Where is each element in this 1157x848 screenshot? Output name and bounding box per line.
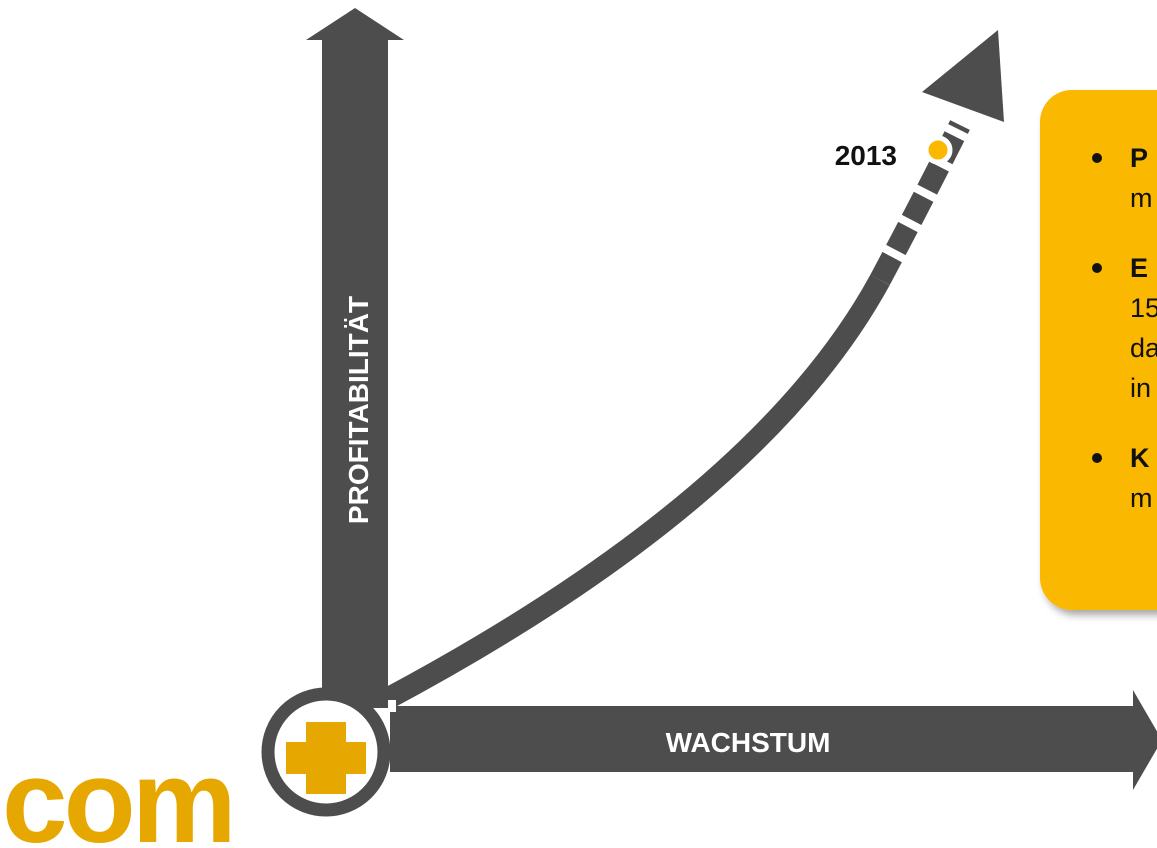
x-axis-label: WACHSTUM <box>666 727 831 758</box>
item-title: K <box>1130 443 1150 473</box>
info-list: Pm E 15 da in Km <box>1092 143 1157 513</box>
y-axis-arrow <box>322 38 388 708</box>
item-line: m <box>1130 183 1153 213</box>
growth-arrowhead <box>922 30 1004 122</box>
marker-dot <box>923 135 953 165</box>
logo-plus <box>286 722 366 794</box>
growth-curve <box>379 274 890 710</box>
bullet <box>1092 263 1102 273</box>
info-box <box>1040 90 1157 610</box>
bullet <box>1092 153 1102 163</box>
logo-gap <box>388 700 396 712</box>
logo-text: com <box>2 736 233 848</box>
x-axis-arrow <box>390 706 1135 772</box>
bullet <box>1092 453 1102 463</box>
item-title: P <box>1130 143 1148 173</box>
item-line: 15 <box>1130 293 1157 323</box>
y-axis-arrowhead <box>306 8 404 40</box>
marker-label: 2013 <box>835 140 897 171</box>
item-line: m <box>1130 483 1153 513</box>
item-title: E <box>1130 253 1148 283</box>
item-line: da <box>1130 333 1157 363</box>
item-line: in <box>1130 373 1151 403</box>
x-axis-arrowhead <box>1133 690 1157 790</box>
y-axis-label: PROFITABILITÄT <box>343 296 374 524</box>
